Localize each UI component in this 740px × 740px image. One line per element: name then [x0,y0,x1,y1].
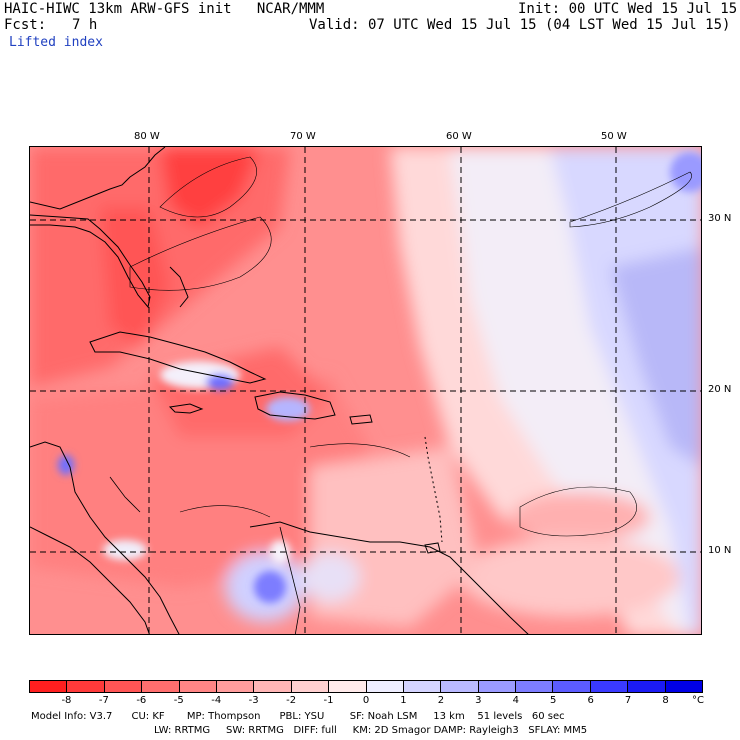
field-name: Lifted index [9,35,103,50]
contour-central [309,443,411,458]
colorbar-tick-label: 3 [475,695,482,706]
bahamas-islands [169,266,189,308]
model-info-line-2: LW: RRTMG SW: RRTMG DIFF: full KM: 2D Sm… [154,725,588,736]
colorbar-swatch [590,681,629,692]
model-info-line-1: Model Info: V3.7 CU: KF MP: Thompson PBL… [31,711,565,722]
lon-label-80w: 80 W [134,131,160,142]
puerto-rico-outline [349,414,373,425]
contour-south [179,505,271,518]
colorbar-swatch [104,681,143,692]
graticule [30,147,701,634]
colorbar-swatch [179,681,217,692]
colorbar-unit: °C [692,695,704,706]
colorbar-swatch [665,681,703,692]
colorbar-tick-label: 4 [512,695,519,706]
trinidad-outline [424,542,441,554]
positive-blobs [58,152,701,603]
contours [129,156,692,537]
map-canvas [30,147,701,634]
lesser-antilles [424,436,443,543]
colorbar-swatch [329,681,367,692]
colorbar-tick-label: -4 [211,695,222,706]
contour-ne [569,171,692,228]
colorbar [29,680,703,693]
colorbar-swatch [291,681,330,692]
lifted-index-map [29,146,702,635]
lon-label-60w: 60 W [446,131,472,142]
colorbar-tick-label: -6 [136,695,147,706]
lat-label-20n: 20 N [708,384,732,395]
colorbar-tick-label: -8 [61,695,72,706]
border-central-america [109,476,141,513]
cuba-outline [89,331,267,384]
colorbar-swatch [628,681,666,692]
colorbar-swatch [478,681,517,692]
colorbar-swatch [67,681,105,692]
colorbar-tick-label: 1 [400,695,407,706]
us-east-coast [30,147,166,210]
hispaniola-outline [254,391,336,420]
colorbar-tick-label: 0 [362,695,370,706]
colorbar-swatch [441,681,479,692]
border-colombia-venezuela [279,526,301,634]
colorbar-swatch [216,681,255,692]
colorbar-tick-label: 8 [662,695,669,706]
colorbar-tick-label: -1 [323,695,334,706]
colorbar-tick-label: -3 [248,695,259,706]
contour-minus-6 [159,156,257,218]
model-title: HAIC-HIWC 13km ARW-GFS init NCAR/MMM [4,1,325,17]
colorbar-tick-label: 5 [550,695,557,706]
colorbar-swatch [553,681,591,692]
colorbar-swatch [403,681,442,692]
forecast-hours: 7 h [72,17,98,33]
colorbar-tick-label: -5 [173,695,184,706]
valid-time: Valid: 07 UTC Wed 15 Jul 15 (04 LST Wed … [309,17,731,33]
colorbar-tick-label: -7 [98,695,109,706]
florida-outline [30,214,151,309]
lat-label-30n: 30 N [708,213,732,224]
jamaica-outline [168,403,204,414]
lat-label-10n: 10 N [708,545,732,556]
colorbar-tick-label: 6 [587,695,594,706]
colorbar-tick-label: 2 [437,695,445,706]
contour-se [519,486,637,537]
lon-label-70w: 70 W [290,131,316,142]
init-time: Init: 00 UTC Wed 15 Jul 15 [518,1,738,17]
central-america-coast [30,441,180,634]
lon-label-50w: 50 W [601,131,627,142]
contour-minus-4 [129,216,272,291]
colorbar-tick-label: 7 [624,695,632,706]
colorbar-swatch [254,681,292,692]
colorbar-swatch [30,681,68,692]
colorbar-swatch [516,681,554,692]
colorbar-swatch [142,681,180,692]
colorbar-swatch [366,681,404,692]
forecast-label: Fcst: [4,17,47,33]
central-america-pacific-coast [30,526,150,634]
colorbar-tick-label: -2 [286,695,297,706]
